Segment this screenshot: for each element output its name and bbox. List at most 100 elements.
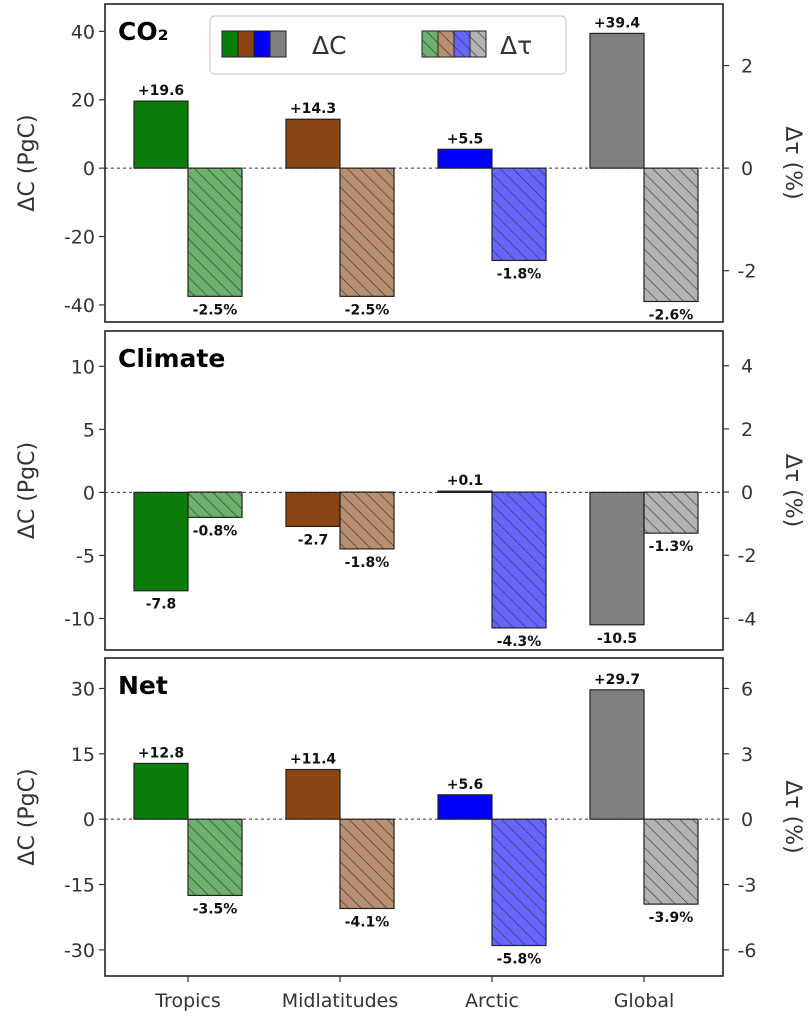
legend-swatch-dc-global xyxy=(269,30,287,58)
data-label-dtau-global: -3.9% xyxy=(649,910,694,926)
left-tick-label: -10 xyxy=(64,608,95,630)
left-tick-label: -40 xyxy=(64,295,95,317)
left-tick-label: 40 xyxy=(71,21,95,43)
bar-dtau-arctic xyxy=(491,167,547,262)
legend-swatch-dtau-midlatitudes xyxy=(437,30,455,58)
legend-label-dtau: Δτ xyxy=(500,31,532,60)
left-axis-label: ΔC (PgC) xyxy=(15,442,40,539)
category-label-tropics: Tropics xyxy=(154,990,221,1012)
right-tick-label: -2 xyxy=(738,545,757,567)
category-label-midlatitudes: Midlatitudes xyxy=(282,990,399,1012)
left-tick-label: 5 xyxy=(83,419,95,441)
bar-dtau-global xyxy=(643,167,699,303)
right-axis-label: Δτ (%) xyxy=(780,126,805,199)
bar-dtau-midlatitudes xyxy=(339,818,395,910)
bar-dc-midlatitudes xyxy=(285,768,341,820)
legend-swatch-dtau-arctic xyxy=(453,30,471,58)
bar-dc-arctic xyxy=(437,148,493,169)
right-tick-label: -3 xyxy=(738,875,757,897)
left-tick-label: -5 xyxy=(76,545,95,567)
bar-dc-midlatitudes xyxy=(285,118,341,169)
right-tick-label: 6 xyxy=(741,678,753,700)
left-tick-label: 0 xyxy=(83,482,95,504)
left-tick-label: 20 xyxy=(71,90,95,112)
data-label-dtau-tropics: -3.5% xyxy=(193,901,238,917)
data-label-dc-tropics: +19.6 xyxy=(138,83,184,99)
data-label-dc-midlatitudes: +11.4 xyxy=(290,752,337,768)
bar-dtau-midlatitudes xyxy=(339,167,395,297)
right-tick-label: -6 xyxy=(738,940,757,962)
legend-swatch-dtau-tropics xyxy=(421,30,439,58)
panel-2: 10 5 0 -5 -10 4 2 0 -2 -4 ΔC (PgC) Δτ (%) Climate -7.… xyxy=(15,330,805,651)
bar-dc-tropics xyxy=(133,762,189,820)
data-label-dtau-global: -2.6% xyxy=(649,307,694,323)
right-tick-label: 0 xyxy=(741,482,753,504)
bar-dc-global xyxy=(589,32,645,169)
right-tick-label: 2 xyxy=(741,56,753,78)
data-label-dtau-midlatitudes: -1.8% xyxy=(345,555,390,571)
data-label-dtau-arctic: -4.3% xyxy=(497,634,542,650)
data-label-dc-global: +39.4 xyxy=(594,15,641,31)
left-tick-label: -15 xyxy=(64,875,95,897)
left-tick-label: 15 xyxy=(71,744,95,766)
data-label-dc-arctic: +5.5 xyxy=(447,131,484,147)
legend: ΔC Δτ xyxy=(209,15,567,75)
bar-dc-arctic xyxy=(437,794,493,820)
panel-frame xyxy=(104,657,724,977)
right-tick-label: 0 xyxy=(741,809,753,831)
left-tick-label: -30 xyxy=(64,940,95,962)
bar-dc-global xyxy=(589,491,645,626)
data-label-dtau-global: -1.3% xyxy=(649,539,694,555)
bar-dtau-arctic xyxy=(491,491,547,629)
bar-dc-tropics xyxy=(133,100,189,169)
bar-dc-global xyxy=(589,689,645,820)
data-label-dc-global: -10.5 xyxy=(597,631,637,647)
right-tick-label: 0 xyxy=(741,158,753,180)
bar-dtau-tropics xyxy=(187,491,243,518)
right-tick-label: 3 xyxy=(741,744,753,766)
right-tick-label: 2 xyxy=(741,419,753,441)
data-label-dc-midlatitudes: -2.7 xyxy=(298,532,329,548)
bar-dtau-global xyxy=(643,491,699,534)
right-tick-label: -4 xyxy=(738,608,757,630)
data-label-dc-arctic: +5.6 xyxy=(447,777,484,793)
left-axis-label: ΔC (PgC) xyxy=(15,114,40,211)
data-label-dc-arctic: +0.1 xyxy=(447,473,484,489)
panel-title: Net xyxy=(118,671,168,700)
category-label-global: Global xyxy=(614,990,675,1012)
legend-swatch-dc-arctic xyxy=(253,30,271,58)
legend-swatch-dc-midlatitudes xyxy=(237,30,255,58)
right-tick-label: 4 xyxy=(741,356,753,378)
bar-dtau-tropics xyxy=(187,167,243,297)
left-tick-label: 0 xyxy=(83,809,95,831)
bar-dtau-midlatitudes xyxy=(339,491,395,550)
left-tick-label: 30 xyxy=(71,678,95,700)
data-label-dc-midlatitudes: +14.3 xyxy=(290,101,336,117)
panel-frame xyxy=(104,330,724,651)
left-axis-label: ΔC (PgC) xyxy=(15,768,40,865)
legend-label-dc: ΔC xyxy=(312,31,347,60)
left-tick-label: 10 xyxy=(71,356,95,378)
bar-dc-tropics xyxy=(133,491,189,592)
data-label-dtau-midlatitudes: -2.5% xyxy=(345,302,390,318)
left-tick-label: -20 xyxy=(64,227,95,249)
bar-dc-arctic xyxy=(437,490,493,493)
right-axis-label: Δτ (%) xyxy=(780,454,805,527)
panel-frame xyxy=(104,3,724,323)
category-label-arctic: Arctic xyxy=(465,990,519,1012)
data-label-dc-tropics: +12.8 xyxy=(138,745,184,761)
bar-dtau-arctic xyxy=(491,818,547,947)
data-label-dtau-tropics: -2.5% xyxy=(193,302,238,318)
data-label-dtau-tropics: -0.8% xyxy=(193,523,238,539)
right-tick-label: -2 xyxy=(738,261,757,283)
data-label-dtau-arctic: -5.8% xyxy=(497,952,542,968)
left-tick-label: 0 xyxy=(83,158,95,180)
right-axis-label: Δτ (%) xyxy=(780,780,805,853)
panel-title: Climate xyxy=(118,344,225,373)
data-label-dc-global: +29.7 xyxy=(594,672,640,688)
legend-swatch-dc-tropics xyxy=(221,30,239,58)
bar-dc-midlatitudes xyxy=(285,491,341,528)
